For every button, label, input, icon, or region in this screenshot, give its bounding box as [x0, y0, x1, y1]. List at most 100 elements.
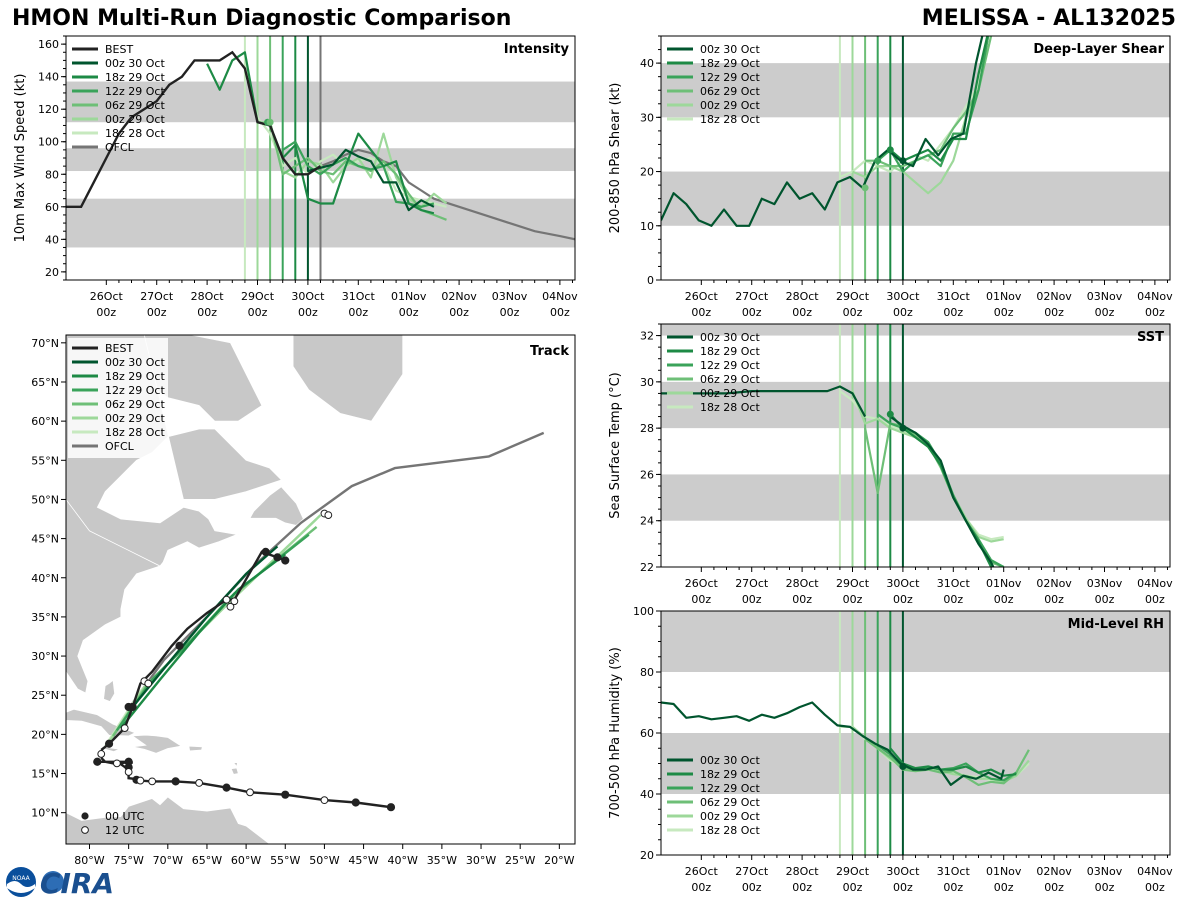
intensity-ytick-label: 80: [45, 168, 59, 181]
intensity-xtick-sublabel: 00z: [197, 306, 217, 319]
sst-xtick-label: 31Oct: [937, 577, 971, 590]
rh-plot-area: [661, 611, 1170, 855]
intensity-ytick-label: 40: [45, 233, 59, 246]
track-ytick-label: 40°N: [31, 572, 59, 585]
sst-ylabel: Sea Surface Temp (°C): [608, 372, 623, 519]
intensity-plot-area: [66, 36, 575, 280]
intensity-ylabel: 10m Max Wind Speed (kt): [13, 74, 28, 243]
track-point-00utc: [386, 803, 396, 812]
shear-run-marker: [874, 157, 882, 165]
shear-xtick-sublabel: 00z: [943, 306, 963, 319]
rh-xtick-label: 04Nov: [1137, 865, 1173, 878]
svg-text:CIRA: CIRA: [40, 867, 114, 898]
intensity-xtick-label: 31Oct: [342, 290, 376, 303]
shear-ytick-label: 30: [640, 111, 654, 124]
track-xtick-label: 50°W: [309, 854, 339, 867]
track-land: [232, 762, 238, 768]
sst-xtick-sublabel: 00z: [742, 593, 762, 606]
shear-legend-label: 06z 29 Oct: [700, 85, 760, 98]
sst-ytick-label: 30: [640, 376, 654, 389]
track-legend-bg: [68, 338, 168, 458]
track-xtick-label: 75°W: [113, 854, 143, 867]
intensity-legend-label: OFCL: [105, 141, 135, 154]
shear-xtick-label: 29Oct: [836, 290, 870, 303]
intensity-ytick-label: 20: [45, 266, 59, 279]
track-xtick-label: 60°W: [231, 854, 261, 867]
track-marker-legend-label: 12 UTC: [105, 824, 145, 837]
track-xtick-label: 70°W: [153, 854, 183, 867]
track-point-00utc: [124, 757, 133, 766]
rh-legend-label: 18z 29 Oct: [700, 768, 760, 781]
shear-ytick-label: 10: [640, 220, 654, 233]
track-point-12utc: [97, 750, 106, 758]
shear-xtick-label: 26Oct: [685, 290, 719, 303]
track-ytick-label: 55°N: [31, 454, 59, 467]
track-point-00utc: [171, 777, 180, 786]
sst-xtick-sublabel: 00z: [691, 593, 711, 606]
rh-ytick-label: 60: [640, 727, 654, 740]
panel-intensity: 20 40 60 80 100 120 140 160 26Oct 00z 27Oct 00z 28Oc…: [13, 35, 578, 319]
rh-xtick-sublabel: 00z: [792, 881, 812, 894]
sst-ytick-label: 28: [640, 422, 654, 435]
rh-xtick-label: 31Oct: [937, 865, 971, 878]
intensity-legend-label: 12z 29 Oct: [105, 85, 165, 98]
track-point-12utc: [120, 724, 129, 733]
rh-legend-label: 06z 29 Oct: [700, 796, 760, 809]
track-ytick-label: 25°N: [31, 689, 59, 702]
rh-shade-band: [661, 611, 1170, 672]
intensity-xtick-sublabel: 00z: [147, 306, 167, 319]
shear-series-line: [661, 36, 984, 227]
sst-ytick-label: 24: [640, 515, 654, 528]
sst-xtick-sublabel: 00z: [1095, 593, 1115, 606]
intensity-xtick-sublabel: 00z: [298, 306, 318, 319]
sst-xtick-label: 27Oct: [735, 577, 769, 590]
rh-xtick-label: 01Nov: [986, 865, 1022, 878]
track-xtick-label: 55°W: [270, 854, 300, 867]
intensity-xtick-sublabel: 00z: [449, 306, 469, 319]
intensity-xtick-sublabel: 00z: [399, 306, 419, 319]
intensity-xtick-label: 04Nov: [542, 290, 578, 303]
track-legend-label: 00z 29 Oct: [105, 412, 165, 425]
rh-xtick-label: 26Oct: [685, 865, 719, 878]
intensity-xtick-label: 02Nov: [441, 290, 477, 303]
sst-xtick-label: 01Nov: [986, 577, 1022, 590]
shear-run-marker: [886, 146, 894, 154]
track-xtick-label: 25°W: [505, 854, 535, 867]
shear-xtick-sublabel: 00z: [691, 306, 711, 319]
track-ytick-label: 70°N: [31, 337, 59, 350]
sst-legend-label: 18z 28 Oct: [700, 401, 760, 414]
track-land: [230, 767, 239, 775]
rh-shade-band: [661, 733, 1170, 794]
track-ytick-label: 65°N: [31, 376, 59, 389]
track-xtick-label: 20°W: [544, 854, 574, 867]
shear-title: Deep-Layer Shear: [1033, 42, 1164, 57]
intensity-legend-label: 18z 29 Oct: [105, 71, 165, 84]
intensity-xtick-label: 26Oct: [90, 290, 124, 303]
track-ytick-label: 20°N: [31, 728, 59, 741]
track-xtick-label: 40°W: [388, 854, 418, 867]
rh-legend-label: 00z 29 Oct: [700, 810, 760, 823]
intensity-legend-label: BEST: [105, 43, 133, 56]
track-point-00utc: [175, 641, 184, 650]
rh-xtick-sublabel: 00z: [691, 881, 711, 894]
noaa-logo: NOAA CIRA: [6, 867, 114, 898]
sst-shade-band: [661, 381, 1170, 429]
shear-plot-area: [661, 36, 1170, 280]
rh-title: Mid-Level RH: [1068, 617, 1164, 632]
track-point-12utc: [324, 511, 333, 520]
shear-legend-label: 18z 28 Oct: [700, 113, 760, 126]
sst-xtick-label: 26Oct: [685, 577, 719, 590]
rh-series-line: [889, 747, 1017, 777]
track-xtick-label: 45°W: [348, 854, 378, 867]
shear-xtick-sublabel: 00z: [742, 306, 762, 319]
shear-xtick-sublabel: 00z: [843, 306, 863, 319]
track-legend-label: 00z 30 Oct: [105, 356, 165, 369]
track-marker-legend-00: [81, 812, 89, 820]
track-legend-label: 12z 29 Oct: [105, 384, 165, 397]
track-point-12utc: [136, 776, 145, 785]
sst-shade-band: [661, 324, 1170, 336]
intensity-xtick-sublabel: 00z: [550, 306, 570, 319]
rh-ytick-label: 20: [640, 849, 654, 862]
intensity-xtick-label: 29Oct: [241, 290, 275, 303]
